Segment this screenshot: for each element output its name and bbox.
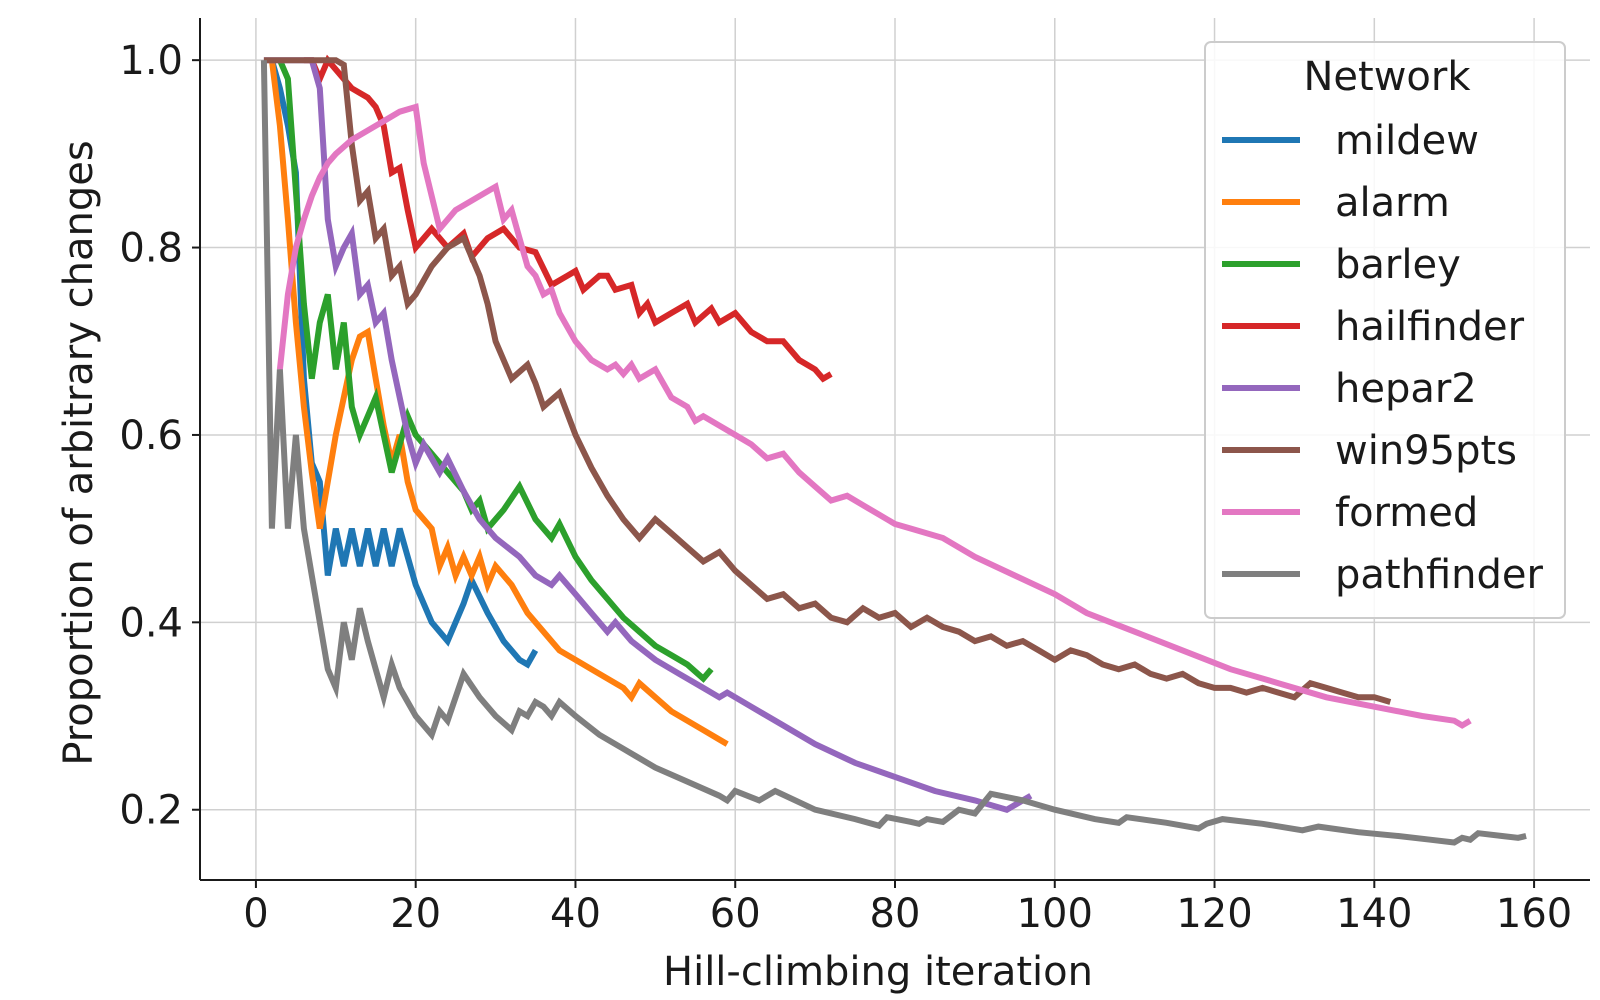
series-line-hailfinder — [303, 54, 833, 383]
legend-label-pathfinder: pathfinder — [1335, 552, 1543, 598]
series-line-pathfinder — [260, 60, 1527, 846]
series-line-barley — [277, 59, 714, 683]
legend-label-mildew: mildew — [1335, 118, 1479, 164]
x-tick-label: 120 — [1176, 891, 1252, 937]
series-line-win95pts — [263, 57, 1392, 705]
x-tick-label: 140 — [1336, 891, 1412, 937]
legend-label-alarm: alarm — [1335, 180, 1450, 226]
x-tick-label: 60 — [710, 891, 761, 937]
y-tick-label: 0.8 — [119, 226, 183, 272]
x-tick-label: 80 — [870, 891, 921, 937]
series-line-hepar2 — [263, 57, 1033, 813]
legend-title: Network — [1303, 54, 1471, 100]
y-tick-label: 0.2 — [119, 788, 183, 834]
legend: Network mildew alarm barley hailfinder hepar… — [1204, 41, 1566, 619]
x-tick-label: 160 — [1496, 891, 1572, 937]
y-tick-label: 1.0 — [119, 38, 183, 84]
series-lines — [260, 54, 1527, 846]
y-tick-label: 0.6 — [119, 413, 183, 459]
y-tick-label: 0.4 — [119, 600, 183, 646]
ticks: 0 20 40 60 80 100 120 140 160 0.2 0.4 0.6 0.8 1.0 — [119, 38, 1572, 937]
x-tick-label: 100 — [1017, 891, 1093, 937]
legend-label-hepar2: hepar2 — [1335, 366, 1477, 412]
x-axis-title: Hill-climbing iteration — [663, 949, 1093, 995]
legend-label-barley: barley — [1335, 242, 1461, 288]
x-tick-label: 0 — [243, 891, 268, 937]
series-line-alarm — [268, 59, 729, 747]
legend-label-formed: formed — [1335, 490, 1478, 536]
series-line-formed — [276, 103, 1472, 729]
x-tick-label: 20 — [390, 891, 441, 937]
legend-label-win95pts: win95pts — [1335, 428, 1517, 474]
y-axis-title: Proportion of arbitrary changes — [56, 140, 102, 765]
legend-box — [1204, 41, 1566, 619]
x-tick-label: 40 — [550, 891, 601, 937]
legend-items: mildew alarm barley hailfinder hepar2 win95pt… — [1222, 118, 1543, 598]
legend-label-hailfinder: hailfinder — [1335, 304, 1525, 350]
